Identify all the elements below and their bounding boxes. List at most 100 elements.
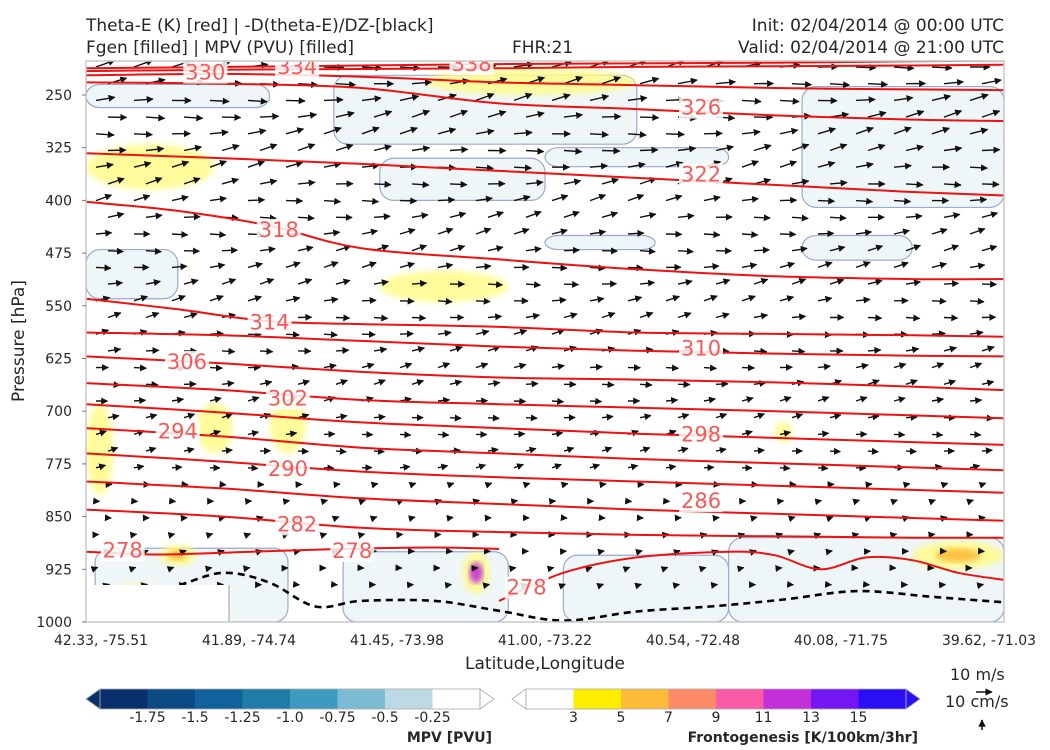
circulation-vector xyxy=(867,143,886,152)
circulation-vector xyxy=(893,261,909,269)
circulation-vector xyxy=(905,181,924,189)
circulation-vector xyxy=(601,413,614,421)
circulation-vector xyxy=(584,566,593,573)
circulation-vector xyxy=(905,447,917,455)
circulation-vector xyxy=(411,379,425,386)
circulation-vector xyxy=(867,110,887,118)
circulation-vector xyxy=(183,144,203,152)
circulation-vector xyxy=(867,314,883,322)
circulation-vector xyxy=(791,347,806,355)
circulation-vector xyxy=(905,144,924,152)
circulation-vector xyxy=(791,80,813,88)
circulation-vector xyxy=(703,364,717,372)
frontogenesis-colorbar-swatch xyxy=(763,689,812,709)
circulation-vector xyxy=(791,214,809,222)
circulation-vector xyxy=(513,328,528,336)
circulation-vector xyxy=(943,78,964,86)
circulation-vector xyxy=(171,231,189,239)
contour-label-bg xyxy=(679,96,724,119)
circulation-vector xyxy=(943,244,960,252)
circulation-vector xyxy=(665,397,679,404)
circulation-vector xyxy=(145,446,157,454)
circulation-vector xyxy=(209,396,222,404)
circulation-vector xyxy=(741,262,758,270)
circulation-vector xyxy=(677,77,698,85)
circulation-vector xyxy=(817,127,837,135)
circulation-vector xyxy=(335,447,347,455)
circulation-vector xyxy=(133,194,151,202)
circulation-vector xyxy=(475,263,492,271)
circulation-vector xyxy=(449,244,466,252)
circulation-vector xyxy=(399,330,414,338)
circulation-vector xyxy=(145,279,161,287)
circulation-vector xyxy=(639,211,657,219)
circulation-vector xyxy=(297,413,310,420)
circulation-vector xyxy=(867,413,880,421)
contour-label-bg xyxy=(100,539,145,562)
circulation-vector xyxy=(660,566,669,573)
circulation-vector xyxy=(817,395,830,403)
frontogenesis-colorbar-tick: 9 xyxy=(712,710,721,726)
circulation-vector xyxy=(373,346,388,354)
circulation-vector xyxy=(107,211,125,219)
circulation-vector xyxy=(741,160,759,168)
circulation-vector xyxy=(183,412,196,420)
circulation-vector xyxy=(791,278,807,285)
frontogenesis-colorbar-tick: 11 xyxy=(755,710,773,726)
circulation-vector xyxy=(525,147,545,155)
circulation-vector xyxy=(753,143,772,152)
mpv-colorbar-swatch xyxy=(290,689,338,709)
circulation-vector xyxy=(943,109,963,118)
circulation-vector xyxy=(931,227,948,235)
circulation-vector xyxy=(905,413,918,421)
title-left-line1: Theta-E (K) [red] | -D(theta-E)/DZ-[blac… xyxy=(85,16,434,36)
circulation-vector xyxy=(323,63,345,71)
circulation-vector xyxy=(741,429,753,437)
circulation-vector xyxy=(599,481,607,489)
circulation-vector xyxy=(411,181,430,189)
frontogenesis-core xyxy=(469,562,484,584)
circulation-vector xyxy=(601,381,615,389)
circulation-vector xyxy=(487,110,507,118)
theta-e-contour xyxy=(86,355,1004,392)
circulation-vector xyxy=(95,264,112,272)
circulation-vector xyxy=(558,583,566,590)
circulation-vector xyxy=(855,362,869,370)
circulation-vector xyxy=(209,364,223,372)
circulation-vector xyxy=(449,379,463,387)
circulation-vector xyxy=(525,246,542,253)
circulation-vector xyxy=(779,127,799,135)
circulation-vector xyxy=(133,397,147,405)
circulation-vector xyxy=(665,130,685,138)
mpv-colorbar-tick: -0.5 xyxy=(371,710,398,726)
circulation-vector xyxy=(209,429,221,437)
circulation-vector xyxy=(145,145,165,153)
circulation-vector xyxy=(183,114,204,122)
circulation-vector xyxy=(551,264,568,272)
mpv-colorbar-tick: -1.5 xyxy=(181,710,208,726)
circulation-vector xyxy=(525,446,537,454)
circulation-vector xyxy=(484,481,493,489)
circulation-vector xyxy=(399,227,416,235)
circulation-vector xyxy=(513,227,530,235)
contour-label-bg xyxy=(679,337,724,360)
circulation-vector xyxy=(969,329,984,337)
circulation-vector xyxy=(247,97,268,105)
circulation-vector xyxy=(513,362,527,370)
circulation-vector xyxy=(715,144,734,152)
contour-label: 306 xyxy=(167,350,207,374)
y-tick-label: 475 xyxy=(45,246,72,262)
circulation-vector xyxy=(373,110,393,118)
circulation-vector xyxy=(665,160,684,168)
circulation-vector xyxy=(639,279,655,287)
circulation-vector xyxy=(551,363,565,371)
circulation-vector xyxy=(133,96,154,104)
circulation-vector xyxy=(399,463,411,471)
circulation-vector xyxy=(715,278,731,286)
circulation-vector xyxy=(715,312,730,319)
circulation-vector xyxy=(335,244,352,252)
mpv-colorbar-frame xyxy=(99,688,481,710)
frontogenesis-colorbar-swatch xyxy=(526,689,574,709)
circulation-vector xyxy=(285,127,305,135)
circulation-vector xyxy=(141,549,149,556)
